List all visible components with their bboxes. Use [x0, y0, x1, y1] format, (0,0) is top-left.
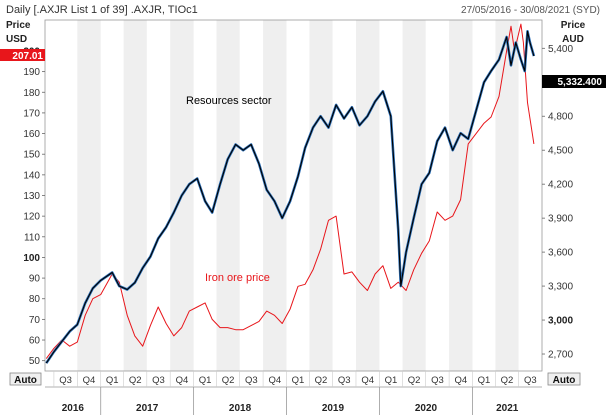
quarter-band: [123, 20, 147, 371]
x-quarter-label: Q1: [478, 375, 491, 386]
left-tick-label: 150: [23, 150, 40, 161]
x-quarter-label: Q2: [129, 375, 142, 386]
right-tick-label: 2,700: [548, 350, 573, 361]
quarter-band: [402, 20, 426, 371]
left-tick-label: 90: [29, 274, 41, 285]
right-axis-price-label: Price: [561, 20, 586, 31]
right-auto-button-label: Auto: [553, 375, 576, 386]
x-quarter-label: Q4: [454, 375, 467, 386]
left-axis-price-label: Price: [6, 20, 31, 31]
x-year-label: 2021: [496, 403, 519, 414]
left-auto-button-frame: [9, 372, 42, 386]
left-tick-label: 80: [29, 294, 41, 305]
x-axis: Q3 Q4 Q1 Q2 Q3 Q4 Q1 Q2 Q3 Q4 Q1 Q2 Q3 Q4 Q1 Q2 Q3 Q4 Q1 Q2…: [45, 371, 542, 415]
left-tick-label: 140: [23, 170, 40, 181]
left-tick-label: 130: [23, 191, 40, 202]
x-quarter-label: Q2: [315, 375, 328, 386]
left-axis-ticks: 50 60 70 80 90 100 110 120 130 140 150 160 170 180 190…: [23, 46, 45, 367]
quarter-band: [216, 20, 240, 371]
right-tick-label: 4,200: [548, 180, 573, 191]
right-tick-label: 5,400: [548, 44, 573, 55]
x-quarter-label: Q4: [361, 375, 374, 386]
left-tick-label: 160: [23, 129, 40, 140]
resources-sector-line: [45, 30, 535, 364]
right-tick-label: 4,800: [548, 112, 573, 123]
right-tick-label: 3,300: [548, 282, 573, 293]
x-quarter-label: Q1: [106, 375, 119, 386]
x-quarter-label: Q3: [431, 375, 444, 386]
right-tick-label: 4,500: [548, 146, 573, 157]
x-quarter-label: Q1: [292, 375, 305, 386]
left-tick-label: 50: [29, 356, 41, 367]
quarter-band: [77, 20, 101, 371]
left-tick-label: 180: [23, 88, 40, 99]
x-quarter-label: Q3: [338, 375, 351, 386]
right-auto-button[interactable]: Auto: [547, 372, 581, 386]
right-tick-label: 3,000: [548, 316, 573, 327]
x-year-label: 2017: [136, 403, 159, 414]
x-quarter-label: Q3: [524, 375, 537, 386]
x-year-label: 2018: [229, 403, 252, 414]
date-range: 27/05/2016 - 30/08/2021 (SYD): [461, 5, 600, 16]
annotation-iron-ore-price: Iron ore price: [205, 272, 270, 284]
x-quarter-label: Q4: [268, 375, 281, 386]
quarter-bands: [77, 20, 519, 371]
left-tick-label: 120: [23, 212, 40, 223]
quarter-band: [495, 20, 519, 371]
left-axis-unit-label: USD: [6, 34, 27, 45]
right-tick-label: 3,600: [548, 248, 573, 259]
x-quarter-label: Q3: [59, 375, 72, 386]
left-tick-label: 100: [23, 253, 40, 264]
left-auto-button-label: Auto: [14, 375, 37, 386]
left-tick-label: 110: [24, 232, 40, 243]
x-quarter-label: Q2: [222, 375, 235, 386]
right-auto-button-frame: [547, 372, 581, 386]
left-tick-label: 70: [29, 315, 41, 326]
quarter-band: [263, 20, 287, 371]
x-year-label: 2019: [322, 403, 345, 414]
left-price-tag: 207.01: [12, 51, 43, 62]
right-tick-label: 3,900: [548, 214, 573, 225]
left-price-tag-bg: [0, 49, 45, 61]
left-tick-label: 170: [23, 108, 40, 119]
x-quarter-label: Q2: [408, 375, 421, 386]
x-year-label: 2016: [62, 403, 85, 414]
x-quarter-label: Q2: [501, 375, 514, 386]
right-price-tag: 5,332.400: [558, 77, 603, 88]
chart-title: Daily [.AXJR List 1 of 39] .AXJR, TIOc1: [6, 4, 198, 16]
iron-ore-price-line: [45, 23, 535, 359]
quarter-band: [309, 20, 333, 371]
left-tick-label: 190: [23, 67, 40, 78]
x-quarter-label: Q1: [199, 375, 212, 386]
series-layer: [45, 23, 536, 364]
left-tick-label: 60: [29, 336, 41, 347]
right-axis-unit-label: AUD: [562, 34, 584, 45]
x-year-label: 2020: [415, 403, 438, 414]
annotation-resources-sector: Resources sector: [186, 95, 272, 107]
x-quarter-label: Q4: [83, 375, 96, 386]
right-price-tag-bg: [542, 75, 606, 88]
left-auto-button[interactable]: Auto: [9, 372, 42, 386]
x-quarter-label: Q1: [385, 375, 398, 386]
right-axis-ticks: 2,700 3,000 3,300 3,600 3,900 4,200 4,500 4,800…: [542, 44, 573, 361]
quarter-band: [355, 20, 380, 371]
x-quarter-label: Q4: [176, 375, 189, 386]
x-quarter-label: Q3: [245, 375, 258, 386]
x-quarter-label: Q3: [152, 375, 165, 386]
